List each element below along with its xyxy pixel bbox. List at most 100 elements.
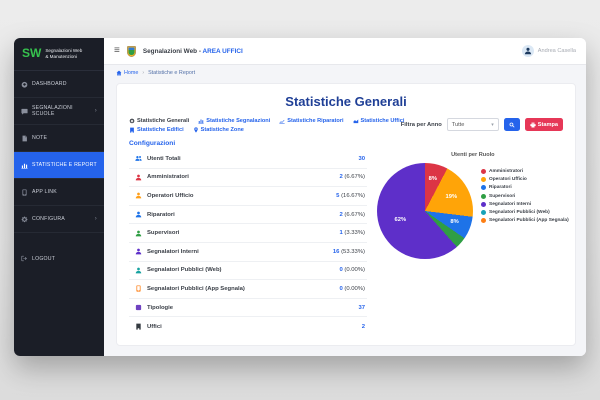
stats-card: Statistiche Generali Statistiche General… [116, 83, 576, 346]
tab-statistiche-segnalazioni[interactable]: Statistiche Segnalazioni [198, 118, 270, 124]
tab-statistiche-uffici[interactable]: Statistiche Uffici [353, 118, 404, 124]
chart-title: Utenti per Ruolo [451, 152, 495, 158]
legend-item: Segnalatori Interni [481, 201, 569, 207]
legend-color-dot [481, 177, 486, 183]
user-name: Andrea Casella [537, 48, 576, 54]
phone-icon [135, 285, 142, 293]
user-menu[interactable]: Andrea Casella [521, 45, 576, 57]
sidebar-item-logout[interactable]: LOGOUT [14, 245, 104, 272]
slice-label: 62% [394, 217, 407, 224]
legend-label: Riparatori [489, 185, 512, 191]
filter-label: Filtra per Anno [400, 121, 442, 128]
page-title: Statistiche Generali [285, 94, 407, 109]
slice-label: 8% [428, 176, 437, 183]
stampa-button[interactable]: Stampa [524, 118, 563, 131]
legend-label: Segnalatori Pubblici (App Segnala) [489, 218, 569, 224]
square-icon [135, 304, 142, 311]
pie-chart-section: Utenti per Ruolo 8% 19% 8% 62% Amministrato… [377, 150, 569, 336]
legend-item: Supervisori [481, 193, 569, 199]
legend-label: Segnalatori Interni [489, 201, 532, 207]
legend-item: Amministratori [481, 169, 569, 174]
stat-row-supervisori: Supervisori 1 (3.33%) [129, 224, 367, 243]
pin-icon [193, 127, 198, 133]
stat-row-uffici: Uffici 2 [129, 317, 367, 336]
stat-tabs: Statistiche Generali Statistiche Segnala… [129, 118, 459, 133]
stat-row-tipologie: Tipologie 37 [129, 299, 367, 318]
sidebar: SW Segnalazioni Web & Manutenzioni DASHB… [14, 38, 104, 356]
person-icon [135, 267, 142, 274]
tab-statistiche-generali[interactable]: Statistiche Generali [129, 118, 189, 124]
hamburger-menu-icon[interactable]: ≡ [114, 45, 120, 56]
municipality-crest-logo [127, 45, 136, 57]
app-window: SW Segnalazioni Web & Manutenzioni DASHB… [14, 38, 586, 356]
content: Statistiche Generali Statistiche General… [104, 81, 586, 356]
logout-icon [21, 255, 28, 262]
chevron-right-icon: › [94, 216, 97, 223]
legend-label: Supervisori [489, 193, 516, 199]
person-icon [135, 211, 142, 218]
gear-icon [21, 216, 28, 223]
chevron-down-icon: ▾ [491, 121, 494, 128]
gear-icon [129, 118, 135, 124]
stat-row-amministratori: Amministratori 2 (6.67%) [129, 169, 367, 188]
slice-label: 19% [445, 194, 458, 201]
search-icon [509, 122, 515, 128]
legend-item: Riparatori [481, 185, 569, 191]
sidebar-item-dashboard[interactable]: DASHBOARD [14, 71, 104, 99]
pie-chart: 8% 19% 8% 62% [377, 163, 473, 259]
legend-color-dot [481, 185, 486, 191]
building-icon [135, 323, 142, 330]
sidebar-item-note[interactable]: NOTE [14, 125, 104, 153]
legend-item: Segnalatori Pubblici (Web) [481, 209, 569, 215]
stat-row-riparatori: Riparatori 2 (6.67%) [129, 206, 367, 225]
legend-color-dot [481, 169, 486, 174]
person-icon [135, 174, 142, 181]
sidebar-item-app-link[interactable]: APP LINK [14, 179, 104, 207]
breadcrumb-current[interactable]: Statistiche e Report [148, 70, 196, 76]
comment-icon [21, 108, 28, 115]
bar-chart-icon [21, 162, 28, 169]
chart-legend: Amministratori Operatori Ufficio Riparator… [481, 163, 569, 224]
year-select[interactable]: Tutte ▾ [446, 118, 499, 131]
building-icon [130, 127, 134, 133]
home-icon [116, 70, 122, 76]
person-icon [135, 248, 142, 255]
dashboard-icon [21, 81, 28, 88]
user-avatar [521, 45, 534, 57]
brand: SW Segnalazioni Web & Manutenzioni [14, 38, 104, 72]
year-filter: Filtra per Anno Tutte ▾ Stampa [401, 118, 563, 131]
legend-item: Operatori Ufficio [481, 177, 569, 183]
topbar: ≡ Segnalazioni Web - AREA UFFICI Andrea … [104, 38, 586, 65]
area-uffici-label: AREA UFFICI [202, 47, 243, 55]
tab-statistiche-riparatori[interactable]: Statistiche Riparatori [279, 118, 344, 124]
tab-statistiche-zone[interactable]: Statistiche Zone [193, 127, 244, 133]
stat-row-segnalatori-pubblici-web: Segnalatori Pubblici (Web) 0 (0.00%) [129, 262, 367, 281]
legend-color-dot [481, 209, 486, 215]
sidebar-item-segnalazioni-scuole[interactable]: SEGNALAZIONI SCUOLE › [14, 98, 104, 126]
line-chart-icon [279, 119, 285, 124]
brand-logo: SW [22, 46, 42, 60]
breadcrumb: Home › Statistiche e Report [104, 65, 586, 81]
note-icon [21, 135, 28, 142]
legend-label: Operatori Ufficio [489, 177, 527, 183]
sidebar-item-statistiche-e-report[interactable]: STATISTICHE E REPORT [14, 152, 104, 180]
chevron-right-icon: › [94, 108, 97, 115]
sidebar-item-configura[interactable]: CONFIGURA › [14, 206, 104, 234]
printer-icon [530, 122, 536, 127]
legend-color-dot [481, 201, 486, 207]
breadcrumb-separator: › [142, 70, 145, 76]
section-title: Configurazioni [129, 140, 176, 147]
legend-label: Segnalatori Pubblici (Web) [489, 209, 550, 215]
legend-color-dot [481, 218, 486, 224]
search-button[interactable] [503, 118, 520, 131]
legend-label: Amministratori [489, 169, 524, 174]
tab-statistiche-edifici[interactable]: Statistiche Edifici [129, 127, 184, 133]
brand-name: Segnalazioni Web & Manutenzioni [45, 48, 83, 60]
stat-row-utenti-totali: Utenti Totali 30 [129, 150, 367, 169]
main-area: ≡ Segnalazioni Web - AREA UFFICI Andrea … [104, 38, 586, 356]
bar-chart-icon [198, 119, 204, 124]
breadcrumb-home[interactable]: Home [116, 70, 138, 76]
slice-label: 8% [450, 219, 459, 226]
person-icon [135, 230, 142, 237]
stat-row-operatori-ufficio: Operatori Ufficio 5 (16.67%) [129, 187, 367, 206]
